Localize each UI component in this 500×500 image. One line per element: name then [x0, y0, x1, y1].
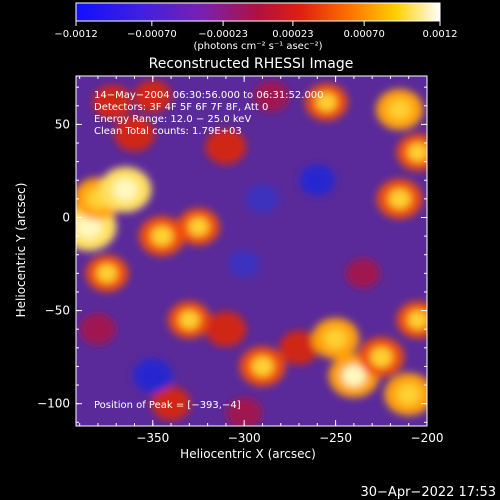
heatmap-blob [299, 164, 336, 196]
heatmap-blob [134, 80, 172, 113]
heatmap-blob [228, 250, 260, 278]
heatmap-blob-core [316, 92, 337, 112]
x-tick-label: −350 [136, 431, 169, 445]
heatmap-blob-core [341, 364, 366, 387]
chart-title: Reconstructed RHESSI Image [149, 56, 354, 72]
colorbar-tick-label: −0.00023 [198, 29, 248, 40]
x-tick-label: −200 [411, 431, 444, 445]
heatmap-blob-core [112, 178, 138, 201]
heatmap-blob [205, 129, 247, 165]
annotation-line: Energy Range: 12.0 − 25.0 keV [94, 114, 251, 125]
colorbar-gradient [75, 2, 441, 22]
heatmap-blob-core [370, 347, 393, 368]
plot-area: −350 −300 −250 −200 −100 −50 0 50 [37, 75, 444, 445]
colorbar-ticks: −0.0012 −0.00070 −0.00023 0.00023 0.00070 0.0… [54, 21, 458, 40]
y-tick-label: 50 [55, 117, 70, 131]
heatmap-blob-core [151, 226, 173, 247]
colorbar-tick-label: 0.00023 [272, 29, 313, 40]
y-tick-label: −100 [37, 397, 70, 411]
heatmap-blob-core [179, 310, 200, 330]
heatmap-blob-core [251, 356, 274, 377]
heatmap-blob [114, 116, 155, 152]
heatmap-blob-core [388, 188, 411, 209]
annotation-line: Detectors: 3F 4F 5F 6F 7F 8F, Att 0 [94, 102, 268, 113]
heatmap-blob [253, 80, 290, 113]
y-tick-label: −50 [45, 304, 70, 318]
heatmap-blob [246, 184, 279, 214]
heatmap-blob [226, 397, 263, 426]
heatmap-blob-core [397, 383, 421, 405]
heatmap-blobs [76, 80, 427, 426]
heatmap-blob [151, 386, 191, 421]
annotation-line: Clean Total counts: 1.79E+03 [94, 126, 242, 137]
peak-position-label: Position of Peak = [−393,−4] [94, 400, 241, 411]
heatmap-blob-core [324, 328, 347, 349]
plot-frame [75, 75, 428, 427]
footer-timestamp: 30−Apr−2022 17:53 [361, 485, 497, 500]
x-axis-ticks: −350 −300 −250 −200 [79, 76, 444, 445]
colorbar-tick-label: −0.00070 [127, 29, 177, 40]
colorbar-tick-label: −0.0012 [54, 29, 97, 40]
heatmap-blob [279, 330, 319, 365]
colorbar: −0.0012 −0.00070 −0.00023 0.00023 0.00070 0.0… [54, 2, 458, 52]
heatmap-blob-core [188, 217, 209, 236]
x-axis-label: Heliocentric X (arcsec) [180, 447, 316, 461]
heatmap-blob [133, 358, 173, 393]
heatmap-blob [345, 258, 381, 289]
y-axis-ticks: −100 −50 0 50 [37, 86, 427, 423]
annotation-block: 14−May−2004 06:30:56.000 to 06:31:52.000… [94, 90, 324, 137]
colorbar-tick-label: 0.00070 [343, 29, 384, 40]
heatmap-blob [79, 313, 116, 345]
heatmap-blob-core [96, 264, 118, 283]
y-tick-label: 0 [62, 210, 70, 224]
heatmap-blob [93, 85, 133, 120]
heatmap-blob [205, 311, 247, 347]
heatmap-blob-core [388, 99, 411, 120]
heatmap-blob-core [76, 214, 102, 239]
x-tick-label: −300 [228, 431, 261, 445]
colorbar-tick-label: 0.0012 [423, 29, 458, 40]
x-tick-label: −250 [319, 431, 352, 445]
colorbar-units-label: (photons cm⁻² s⁻¹ asec⁻²) [193, 41, 322, 52]
heatmap-blob-core [407, 310, 427, 330]
heatmap-blob-core [407, 143, 427, 162]
y-axis-label: Heliocentric Y (arcsec) [14, 183, 28, 318]
annotation-line: 14−May−2004 06:30:56.000 to 06:31:52.000 [94, 90, 324, 101]
